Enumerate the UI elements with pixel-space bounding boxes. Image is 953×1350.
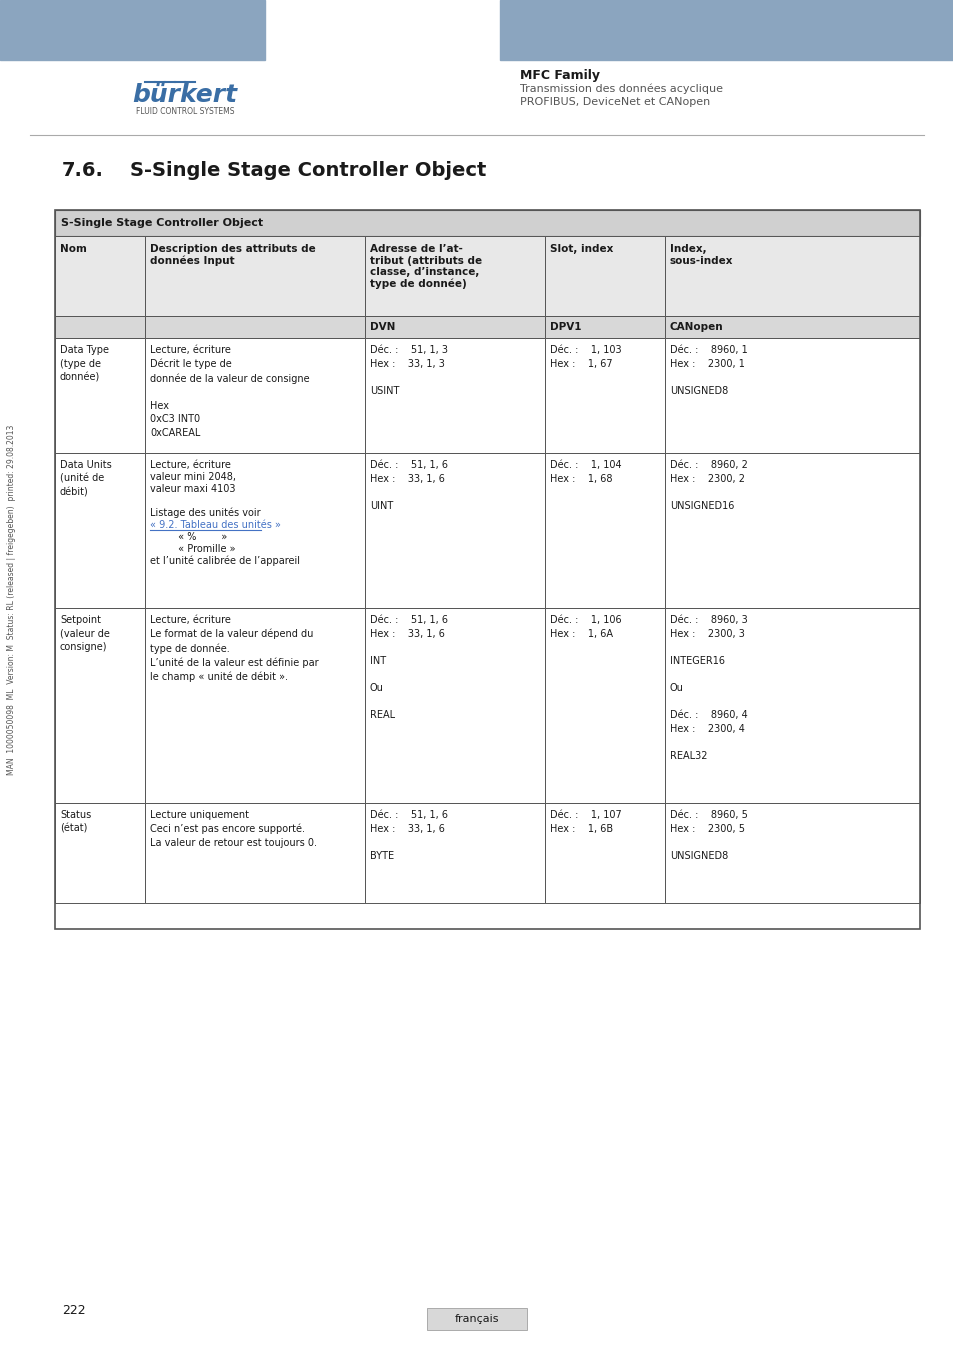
- Bar: [145, 608, 365, 803]
- Bar: [365, 316, 544, 338]
- Bar: [544, 236, 664, 316]
- Bar: [55, 338, 145, 454]
- Text: FLUID CONTROL SYSTEMS: FLUID CONTROL SYSTEMS: [135, 108, 234, 116]
- Text: valeur mini 2048,: valeur mini 2048,: [150, 472, 235, 482]
- Text: Déc. :    1, 107
Hex :    1, 6B: Déc. : 1, 107 Hex : 1, 6B: [550, 810, 621, 833]
- Bar: [664, 236, 919, 316]
- Bar: [55, 211, 919, 929]
- Bar: [365, 338, 544, 454]
- Bar: [427, 1308, 526, 1330]
- Text: 7.6.: 7.6.: [62, 161, 104, 180]
- Bar: [55, 454, 145, 608]
- Bar: [664, 454, 919, 608]
- Bar: [544, 803, 664, 903]
- Bar: [365, 236, 544, 316]
- Text: « %        »: « % »: [150, 532, 227, 541]
- Text: Déc. :    51, 1, 6
Hex :    33, 1, 6

INT

Ou

REAL: Déc. : 51, 1, 6 Hex : 33, 1, 6 INT Ou RE…: [370, 616, 448, 720]
- Text: DVN: DVN: [370, 323, 395, 332]
- Bar: [365, 803, 544, 903]
- Bar: [544, 608, 664, 803]
- Text: Déc. :    51, 1, 6
Hex :    33, 1, 6

UINT: Déc. : 51, 1, 6 Hex : 33, 1, 6 UINT: [370, 460, 448, 510]
- Bar: [145, 803, 365, 903]
- Text: Nom: Nom: [60, 244, 87, 254]
- Text: Lecture uniquement
Ceci n’est pas encore supporté.
La valeur de retour est toujo: Lecture uniquement Ceci n’est pas encore…: [150, 810, 316, 848]
- Text: MFC Family: MFC Family: [519, 69, 599, 81]
- Text: Déc. :    1, 103
Hex :    1, 67: Déc. : 1, 103 Hex : 1, 67: [550, 346, 621, 369]
- Text: MAN  1000050098  ML  Version: M  Status: RL (released | freigegeben)  printed: 2: MAN 1000050098 ML Version: M Status: RL …: [8, 425, 16, 775]
- Bar: [55, 608, 145, 803]
- Text: Lecture, écriture
Le format de la valeur dépend du
type de donnée.
L’unité de la: Lecture, écriture Le format de la valeur…: [150, 616, 318, 682]
- Text: CANopen: CANopen: [669, 323, 723, 332]
- Text: Data Type
(type de
donnée): Data Type (type de donnée): [60, 346, 109, 382]
- Bar: [55, 236, 145, 316]
- Text: Déc. :    8960, 5
Hex :    2300, 5

UNSIGNED8: Déc. : 8960, 5 Hex : 2300, 5 UNSIGNED8: [669, 810, 747, 861]
- Bar: [55, 316, 145, 338]
- Bar: [145, 338, 365, 454]
- Text: Description des attributs de
données Input: Description des attributs de données Inp…: [150, 244, 315, 266]
- Bar: [544, 338, 664, 454]
- Text: Déc. :    51, 1, 3
Hex :    33, 1, 3

USINT: Déc. : 51, 1, 3 Hex : 33, 1, 3 USINT: [370, 346, 448, 396]
- Text: Listage des unités voir: Listage des unités voir: [150, 508, 260, 518]
- Text: Déc. :    8960, 3
Hex :    2300, 3

INTEGER16

Ou

Déc. :    8960, 4
Hex :    23: Déc. : 8960, 3 Hex : 2300, 3 INTEGER16 O…: [669, 616, 747, 761]
- Text: et l’unité calibrée de l’appareil: et l’unité calibrée de l’appareil: [150, 556, 299, 567]
- Bar: [544, 316, 664, 338]
- Text: valeur maxi 4103: valeur maxi 4103: [150, 485, 235, 494]
- Text: Index,
sous-index: Index, sous-index: [669, 244, 733, 266]
- Text: Transmission des données acyclique
PROFIBUS, DeviceNet et CANopen: Transmission des données acyclique PROFI…: [519, 84, 722, 107]
- Text: Lecture, écriture
Décrit le type de
donnée de la valeur de consigne

Hex
0xC3 IN: Lecture, écriture Décrit le type de donn…: [150, 346, 310, 437]
- Bar: [145, 316, 365, 338]
- Text: S-Single Stage Controller Object: S-Single Stage Controller Object: [130, 161, 486, 180]
- Text: bürkert: bürkert: [132, 82, 237, 107]
- Bar: [544, 454, 664, 608]
- Bar: [365, 454, 544, 608]
- Bar: [664, 803, 919, 903]
- Text: « 9.2. Tableau des unités »: « 9.2. Tableau des unités »: [150, 520, 280, 531]
- Bar: [0, 0, 265, 59]
- Text: Déc. :    1, 106
Hex :    1, 6A: Déc. : 1, 106 Hex : 1, 6A: [550, 616, 621, 639]
- Text: DPV1: DPV1: [550, 323, 581, 332]
- Text: 222: 222: [62, 1304, 86, 1316]
- Bar: [664, 316, 919, 338]
- Text: Déc. :    1, 104
Hex :    1, 68: Déc. : 1, 104 Hex : 1, 68: [550, 460, 621, 483]
- Text: Déc. :    8960, 1
Hex :    2300, 1

UNSIGNED8: Déc. : 8960, 1 Hex : 2300, 1 UNSIGNED8: [669, 346, 747, 396]
- Bar: [145, 236, 365, 316]
- Text: « Promille »: « Promille »: [150, 544, 235, 554]
- Bar: [499, 0, 953, 59]
- Text: français: français: [455, 1314, 498, 1324]
- Text: Déc. :    8960, 2
Hex :    2300, 2

UNSIGNED16: Déc. : 8960, 2 Hex : 2300, 2 UNSIGNED16: [669, 460, 747, 510]
- Text: Déc. :    51, 1, 6
Hex :    33, 1, 6

BYTE: Déc. : 51, 1, 6 Hex : 33, 1, 6 BYTE: [370, 810, 448, 861]
- Bar: [55, 803, 145, 903]
- Text: S-Single Stage Controller Object: S-Single Stage Controller Object: [61, 217, 263, 228]
- Bar: [664, 338, 919, 454]
- Text: Slot, index: Slot, index: [550, 244, 613, 254]
- Text: Lecture, écriture: Lecture, écriture: [150, 460, 231, 470]
- Bar: [365, 608, 544, 803]
- Bar: [55, 211, 919, 236]
- Bar: [664, 608, 919, 803]
- Bar: [145, 454, 365, 608]
- Text: Setpoint
(valeur de
consigne): Setpoint (valeur de consigne): [60, 616, 110, 652]
- Text: Status
(état): Status (état): [60, 810, 91, 833]
- Text: Adresse de l’at-
tribut (attributs de
classe, d’instance,
type de donnée): Adresse de l’at- tribut (attributs de cl…: [370, 244, 481, 289]
- Text: Data Units
(unité de
débit): Data Units (unité de débit): [60, 460, 112, 497]
